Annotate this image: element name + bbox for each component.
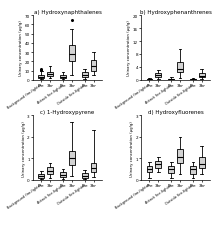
Title: a) Hydroxynaphthalenes: a) Hydroxynaphthalenes (33, 10, 101, 15)
Text: Background fire-fighter: Background fire-fighter (7, 83, 43, 110)
PathPatch shape (155, 161, 161, 168)
PathPatch shape (69, 151, 75, 165)
Y-axis label: Urinary concentration (µg/g): Urinary concentration (µg/g) (130, 120, 134, 176)
PathPatch shape (199, 158, 205, 168)
Text: Background fire-fighter: Background fire-fighter (115, 83, 151, 110)
Text: Attack fire-fighter: Attack fire-fighter (145, 83, 173, 104)
Text: Outside fire-fighter: Outside fire-fighter (165, 183, 195, 205)
Y-axis label: Urinary concentration (µg/g): Urinary concentration (µg/g) (127, 21, 131, 76)
PathPatch shape (38, 174, 44, 178)
Y-axis label: Urinary concentration (µg/g): Urinary concentration (µg/g) (19, 21, 23, 76)
Text: Attack fire-fighter: Attack fire-fighter (37, 183, 65, 204)
PathPatch shape (82, 73, 88, 78)
Y-axis label: Urinary concentration (µg/g): Urinary concentration (µg/g) (22, 120, 26, 176)
PathPatch shape (91, 164, 96, 173)
Text: Background fire-fighter: Background fire-fighter (7, 183, 43, 210)
PathPatch shape (177, 63, 183, 73)
PathPatch shape (168, 79, 174, 80)
Text: Attack fire-fighter: Attack fire-fighter (145, 183, 173, 204)
PathPatch shape (168, 166, 174, 173)
PathPatch shape (47, 72, 53, 77)
PathPatch shape (60, 76, 66, 79)
PathPatch shape (82, 173, 88, 178)
PathPatch shape (147, 166, 152, 173)
PathPatch shape (199, 73, 205, 78)
Text: Attack fire-fighter: Attack fire-fighter (37, 83, 65, 104)
PathPatch shape (69, 46, 75, 62)
PathPatch shape (60, 173, 66, 178)
PathPatch shape (190, 166, 196, 174)
PathPatch shape (91, 60, 96, 71)
PathPatch shape (38, 76, 44, 79)
Text: Outside fire-fighter: Outside fire-fighter (165, 83, 195, 106)
Text: Background fire-fighter: Background fire-fighter (115, 183, 151, 210)
Title: d) Hydroxyfluorenes: d) Hydroxyfluorenes (148, 110, 204, 115)
PathPatch shape (47, 168, 53, 174)
PathPatch shape (190, 79, 196, 80)
PathPatch shape (147, 79, 152, 80)
Title: b) Hydroxyphenanthrenes: b) Hydroxyphenanthrenes (140, 10, 212, 15)
Text: Outside fire-fighter: Outside fire-fighter (57, 183, 87, 205)
Title: c) 1-Hydroxypyrene: c) 1-Hydroxypyrene (40, 110, 95, 115)
PathPatch shape (155, 73, 161, 78)
Text: Outside fire-fighter: Outside fire-fighter (57, 83, 87, 106)
PathPatch shape (177, 149, 183, 163)
